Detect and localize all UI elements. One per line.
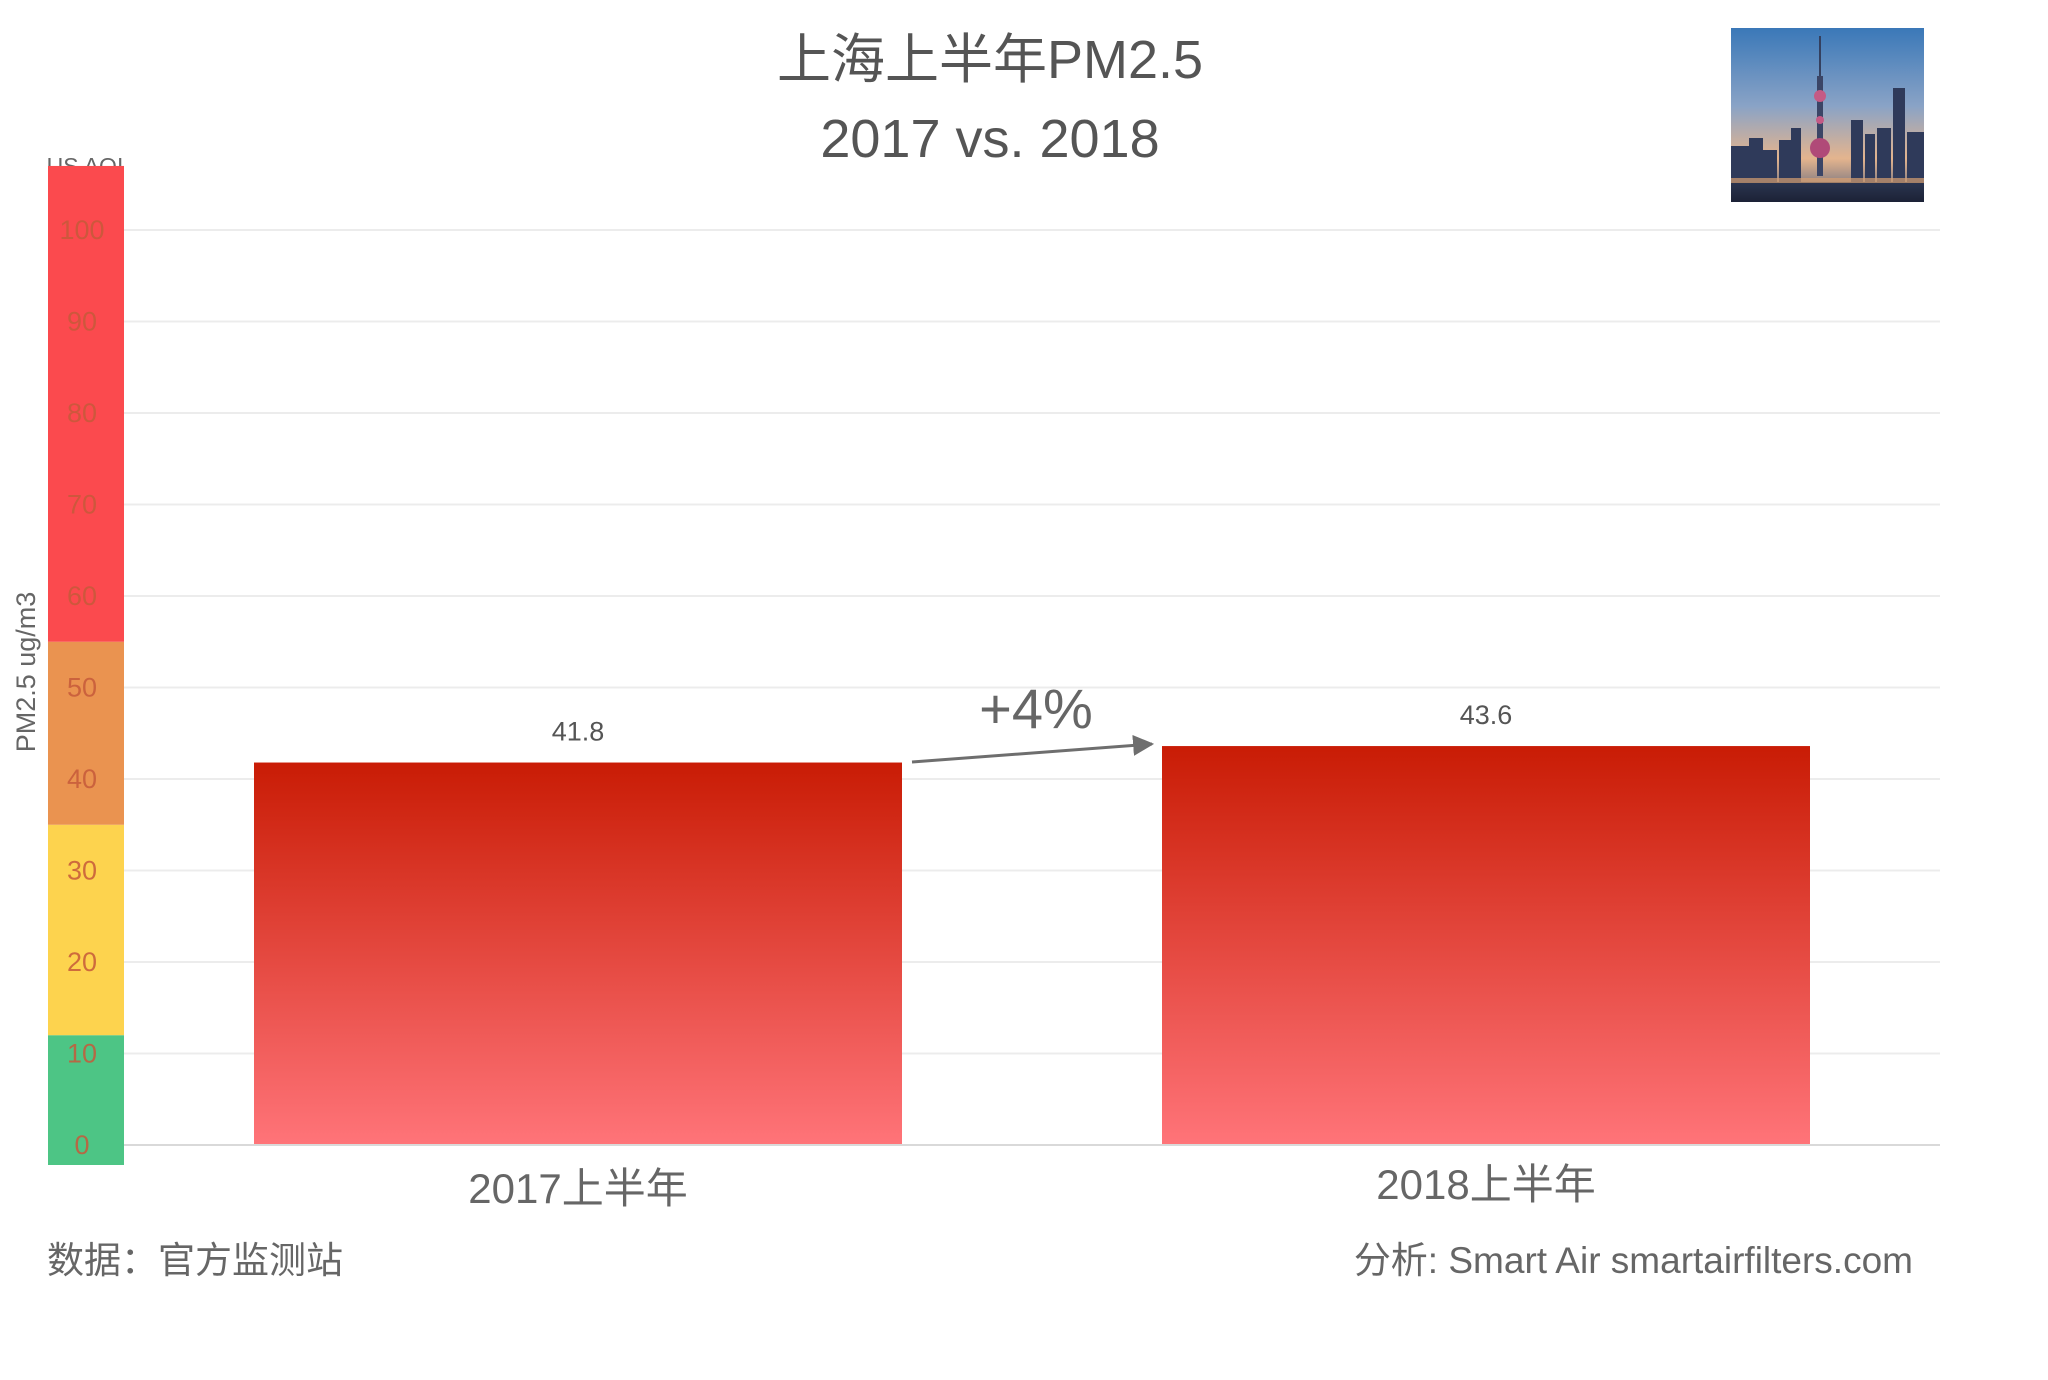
aqi-band [48, 165, 124, 642]
y-axis-label: PM2.5 ug/m3 [11, 592, 41, 753]
y-tick-label: 70 [67, 490, 97, 520]
y-tick-label: 0 [74, 1130, 89, 1160]
y-tick-label: 20 [67, 947, 97, 977]
source-note: 数据：官方监测站 [47, 1240, 343, 1281]
bar [254, 762, 902, 1145]
bar-value-label: 43.6 [1460, 700, 1513, 730]
y-tick-label: 10 [67, 1039, 97, 1069]
y-tick-label: 80 [67, 398, 97, 428]
chart-title: 上海上半年PM2.5 [777, 30, 1203, 90]
aqi-band [48, 824, 124, 1036]
aqi-band [48, 641, 124, 825]
x-tick-labels: 2017上半年 2018上半年 [468, 1161, 1595, 1212]
value-labels: 41.8 43.6 [552, 700, 1513, 746]
y-tick-label: 100 [59, 215, 104, 245]
shanghai-skyline-photo [1731, 28, 1924, 202]
x-tick-label: 2018上半年 [1376, 1161, 1595, 1208]
y-tick-labels: 0 10 20 30 40 50 60 70 80 90 100 [59, 215, 104, 1160]
credit-note: 分析: Smart Air smartairfilters.com [1354, 1240, 1913, 1281]
y-tick-label: 50 [67, 673, 97, 703]
y-tick-label: 60 [67, 581, 97, 611]
y-tick-label: 30 [67, 856, 97, 886]
change-label: +4% [979, 677, 1093, 740]
chart-subtitle: 2017 vs. 2018 [820, 109, 1159, 169]
y-tick-label: 90 [67, 307, 97, 337]
aqi-band [48, 1035, 124, 1165]
bars [254, 746, 1810, 1145]
x-tick-label: 2017上半年 [468, 1165, 687, 1212]
bar [1162, 746, 1810, 1145]
y-tick-label: 40 [67, 764, 97, 794]
change-arrow [911, 734, 1155, 764]
aqi-color-scale [48, 165, 124, 1165]
bar-value-label: 41.8 [552, 717, 605, 747]
